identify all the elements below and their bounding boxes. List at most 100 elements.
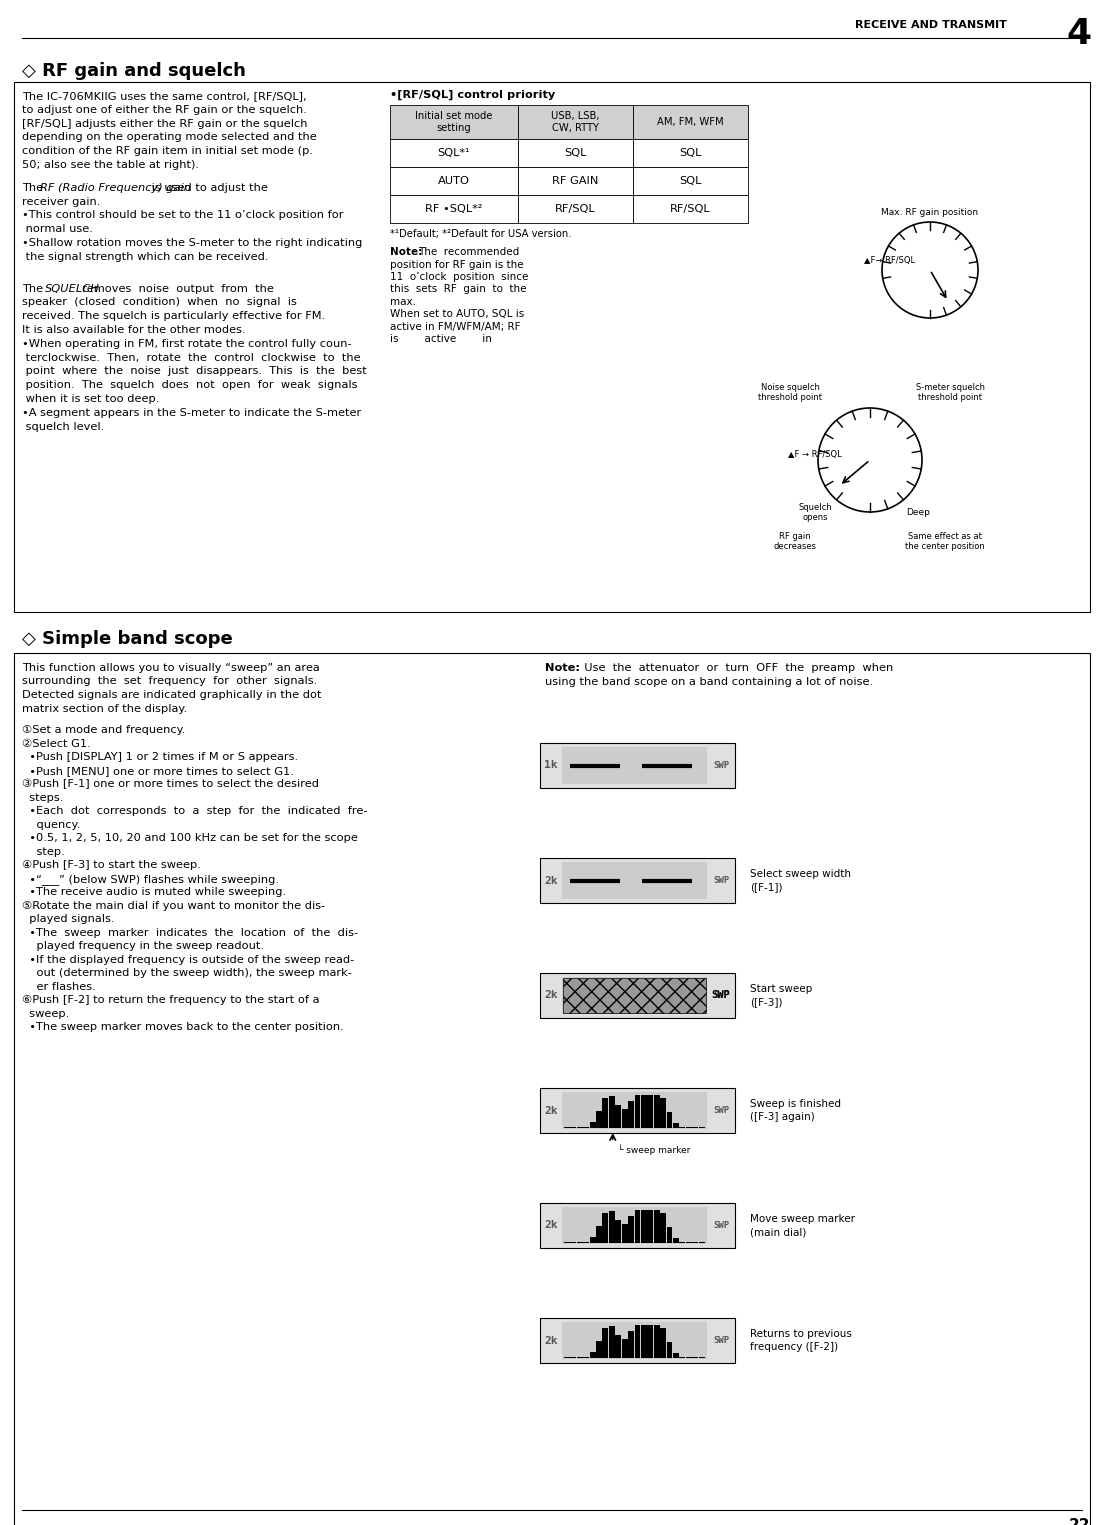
Bar: [615, 1220, 622, 1243]
Text: max.: max.: [390, 297, 416, 307]
Text: •This control should be set to the 11 o’clock position for: •This control should be set to the 11 o’…: [22, 210, 343, 221]
Text: this  sets  RF  gain  to  the: this sets RF gain to the: [390, 285, 527, 294]
Text: RF/SQL: RF/SQL: [555, 204, 596, 214]
Text: receiver gain.: receiver gain.: [22, 197, 100, 206]
Text: SQUELCH: SQUELCH: [45, 284, 99, 293]
Bar: [609, 1096, 615, 1128]
Bar: [390, 139, 518, 168]
Text: AUTO: AUTO: [438, 175, 470, 186]
Text: normal use.: normal use.: [22, 224, 93, 235]
Text: removes  noise  output  from  the: removes noise output from the: [75, 284, 274, 293]
Bar: [641, 1095, 647, 1128]
Text: 22: 22: [1069, 1517, 1090, 1525]
Text: ◇ Simple band scope: ◇ Simple band scope: [22, 630, 233, 648]
Text: 2k: 2k: [544, 875, 558, 886]
Bar: [609, 1211, 615, 1243]
Bar: [633, 195, 749, 223]
Bar: [673, 1353, 679, 1357]
Text: The: The: [22, 183, 46, 192]
Text: speaker  (closed  condition)  when  no  signal  is: speaker (closed condition) when no signa…: [22, 297, 297, 308]
Text: SQL: SQL: [679, 175, 702, 186]
Text: SWP: SWP: [713, 875, 729, 884]
Bar: [540, 743, 735, 788]
Text: quency.: quency.: [22, 819, 81, 830]
Bar: [641, 1325, 647, 1357]
Text: Detected signals are indicated graphically in the dot: Detected signals are indicated graphical…: [22, 689, 321, 700]
Text: S-meter squelch
threshold point: S-meter squelch threshold point: [915, 383, 985, 403]
Text: 11  o’clock  position  since: 11 o’clock position since: [390, 271, 529, 282]
Text: using the band scope on a band containing a lot of noise.: using the band scope on a band containin…: [545, 677, 873, 686]
Text: Start sweep
([F-3]): Start sweep ([F-3]): [750, 984, 813, 1006]
Text: •Push [DISPLAY] 1 or 2 times if M or S appears.: •Push [DISPLAY] 1 or 2 times if M or S a…: [22, 752, 298, 762]
Text: er flashes.: er flashes.: [22, 982, 96, 991]
Bar: [603, 1098, 608, 1128]
Bar: [673, 1238, 679, 1243]
Text: RECEIVE AND TRANSMIT: RECEIVE AND TRANSMIT: [854, 20, 1007, 30]
Bar: [603, 1328, 608, 1357]
Bar: [667, 1228, 672, 1243]
Bar: [562, 978, 707, 1014]
Bar: [635, 1095, 640, 1128]
Text: •The sweep marker moves back to the center position.: •The sweep marker moves back to the cent…: [22, 1022, 343, 1032]
Text: Returns to previous
frequency ([F-2]): Returns to previous frequency ([F-2]): [750, 1328, 852, 1353]
Text: •When operating in FM, first rotate the control fully coun-: •When operating in FM, first rotate the …: [22, 339, 352, 349]
Bar: [615, 1334, 622, 1357]
Text: └ sweep marker: └ sweep marker: [618, 1144, 690, 1154]
Text: ⑥Push [F-2] to return the frequency to the start of a: ⑥Push [F-2] to return the frequency to t…: [22, 996, 319, 1005]
Text: SWP: SWP: [712, 991, 731, 1000]
Text: •The receive audio is muted while sweeping.: •The receive audio is muted while sweepi…: [22, 888, 286, 897]
Text: SWP: SWP: [713, 761, 729, 770]
Text: •Each  dot  corresponds  to  a  step  for  the  indicated  fre-: •Each dot corresponds to a step for the …: [22, 807, 368, 816]
Text: •The  sweep  marker  indicates  the  location  of  the  dis-: •The sweep marker indicates the location…: [22, 927, 358, 938]
Text: steps.: steps.: [22, 793, 63, 802]
Bar: [590, 1353, 595, 1357]
Text: SQL: SQL: [679, 148, 702, 159]
Text: SWP: SWP: [713, 1106, 729, 1115]
Bar: [390, 105, 518, 139]
Text: SWP: SWP: [713, 991, 729, 1000]
Text: ①Set a mode and frequency.: ①Set a mode and frequency.: [22, 724, 185, 735]
Text: when it is set too deep.: when it is set too deep.: [22, 393, 159, 404]
Bar: [540, 1087, 735, 1133]
Text: ④Push [F-3] to start the sweep.: ④Push [F-3] to start the sweep.: [22, 860, 201, 871]
Bar: [667, 1112, 672, 1128]
Text: •Shallow rotation moves the S-meter to the right indicating: •Shallow rotation moves the S-meter to t…: [22, 238, 362, 249]
Text: AM, FM, WFM: AM, FM, WFM: [657, 117, 724, 127]
Bar: [14, 653, 1090, 1525]
Text: •“___” (below SWP) flashes while sweeping.: •“___” (below SWP) flashes while sweepin…: [22, 874, 279, 884]
Bar: [647, 1095, 654, 1128]
Bar: [654, 1325, 659, 1357]
Text: Use  the  attenuator  or  turn  OFF  the  preamp  when: Use the attenuator or turn OFF the pream…: [577, 663, 893, 673]
Text: active in FM/WFM/AM; RF: active in FM/WFM/AM; RF: [390, 322, 520, 332]
Bar: [641, 1209, 647, 1243]
Text: RF (Radio Frequency) gain: RF (Radio Frequency) gain: [40, 183, 191, 192]
Bar: [633, 105, 749, 139]
Bar: [540, 973, 735, 1019]
Bar: [390, 195, 518, 223]
Text: Initial set mode
setting: Initial set mode setting: [415, 111, 492, 133]
Text: Note:: Note:: [545, 663, 580, 673]
Text: The IC-706MKIIG uses the same control, [RF/SQL],: The IC-706MKIIG uses the same control, […: [22, 92, 307, 101]
Text: •Push [MENU] one or more times to select G1.: •Push [MENU] one or more times to select…: [22, 766, 294, 776]
Text: ②Select G1.: ②Select G1.: [22, 738, 91, 749]
Text: Max. RF gain position: Max. RF gain position: [881, 207, 978, 217]
Text: played signals.: played signals.: [22, 913, 115, 924]
Bar: [562, 1206, 707, 1244]
Bar: [540, 859, 735, 903]
Bar: [633, 139, 749, 168]
Text: point  where  the  noise  just  disappears.  This  is  the  best: point where the noise just disappears. T…: [22, 366, 367, 377]
Text: •[RF/SQL] control priority: •[RF/SQL] control priority: [390, 90, 555, 101]
Bar: [622, 1339, 627, 1357]
Text: RF •SQL*²: RF •SQL*²: [425, 204, 482, 214]
Text: •0.5, 1, 2, 5, 10, 20 and 100 kHz can be set for the scope: •0.5, 1, 2, 5, 10, 20 and 100 kHz can be…: [22, 833, 358, 843]
Text: Same effect as at
the center position: Same effect as at the center position: [905, 532, 985, 552]
Bar: [673, 1122, 679, 1128]
Bar: [14, 82, 1090, 612]
Text: SWP: SWP: [713, 1222, 729, 1231]
Bar: [518, 168, 633, 195]
Text: 50; also see the table at right).: 50; also see the table at right).: [22, 160, 199, 169]
Text: RF GAIN: RF GAIN: [552, 175, 598, 186]
Bar: [390, 168, 518, 195]
Bar: [518, 105, 633, 139]
Text: 2k: 2k: [544, 991, 558, 1000]
